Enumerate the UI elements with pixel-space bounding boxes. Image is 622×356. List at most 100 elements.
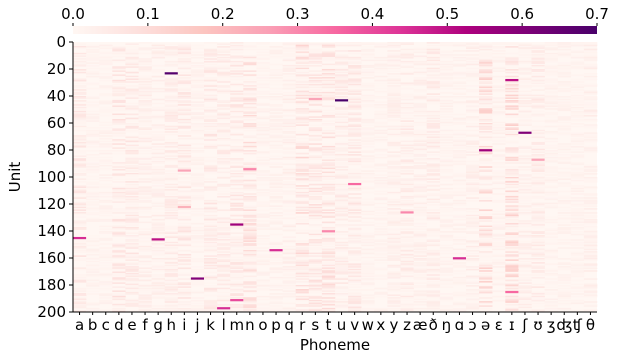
heatmap-cell: [151, 221, 165, 224]
heatmap-cell: [151, 136, 165, 139]
heatmap-cell: [243, 63, 257, 66]
heatmap-cell: [204, 51, 218, 54]
heatmap-cell: [479, 276, 493, 279]
heatmap-cell: [204, 278, 218, 280]
heatmap-cell: [479, 264, 493, 267]
heatmap-cell: [531, 299, 545, 302]
heatmap-cell: [282, 272, 296, 275]
heatmap-cell: [204, 271, 218, 274]
heatmap-cell: [374, 233, 388, 236]
heatmap-cell: [335, 217, 349, 220]
heatmap-cell: [479, 233, 493, 236]
heatmap-cell: [531, 154, 545, 156]
heatmap-cell: [570, 94, 585, 97]
heatmap-cell: [256, 58, 270, 60]
heatmap-cell: [348, 212, 362, 214]
heatmap-cell: [387, 221, 401, 224]
heatmap-cell: [125, 226, 139, 229]
heatmap-cell: [361, 241, 375, 244]
heatmap-cell: [492, 244, 506, 247]
heatmap-cell: [570, 168, 585, 171]
heatmap-cell: [125, 117, 139, 120]
heatmap-cell: [452, 81, 467, 83]
heatmap-cell: [439, 75, 454, 78]
heatmap-cell: [112, 218, 126, 221]
heatmap-cell: [308, 109, 323, 112]
heatmap-cell: [361, 100, 375, 102]
heatmap-cell: [138, 248, 152, 251]
heatmap-cell: [583, 90, 598, 93]
heatmap-cell: [164, 279, 179, 282]
heatmap-cell: [531, 132, 545, 135]
heatmap-cell: [204, 63, 218, 66]
heatmap-cell: [452, 263, 467, 266]
heatmap-cell: [400, 199, 414, 202]
heatmap-cell: [230, 290, 244, 293]
heatmap-cell: [335, 125, 349, 128]
heatmap-cell: [400, 236, 414, 239]
heatmap-cell: [583, 278, 598, 280]
heatmap-cell: [413, 245, 427, 248]
heatmap-cell: [243, 206, 257, 209]
heatmap-cell: [557, 174, 572, 176]
heatmap-cell: [269, 120, 283, 122]
heatmap-cell: [439, 210, 454, 213]
heatmap-cell: [426, 70, 441, 72]
heatmap-cell: [387, 294, 401, 297]
heatmap-cell: [177, 290, 192, 293]
heatmap-cell: [374, 135, 388, 137]
heatmap-cell: [256, 171, 270, 174]
heatmap-cell: [269, 155, 283, 158]
heatmap-cell: [479, 63, 493, 66]
heatmap-cell: [73, 244, 87, 247]
heatmap-cell: [269, 205, 283, 207]
heatmap-cell: [99, 208, 113, 210]
heatmap-cell: [112, 105, 126, 108]
heatmap-cell: [400, 183, 414, 186]
heatmap-cell: [505, 141, 519, 144]
colorbar-tick-label: 0.1: [136, 5, 160, 23]
heatmap-cell: [426, 79, 441, 82]
heatmap-cell: [73, 204, 87, 206]
heatmap-cell: [243, 86, 257, 89]
heatmap-cell: [269, 198, 283, 201]
heatmap-cell: [335, 258, 349, 260]
heatmap-cell: [138, 52, 152, 55]
heatmap-cell: [217, 48, 231, 51]
heatmap-cell: [230, 251, 244, 253]
heatmap-cell: [531, 168, 545, 171]
heatmap-cell: [452, 121, 467, 124]
heatmap-cell: [99, 51, 113, 54]
heatmap-cell: [256, 287, 270, 290]
heatmap-cell: [439, 214, 454, 217]
heatmap-cell: [112, 274, 126, 276]
heatmap-cell: [295, 105, 310, 108]
heatmap-cell: [387, 170, 401, 172]
heatmap-cell: [452, 229, 467, 232]
heatmap-cell: [190, 86, 205, 89]
heatmap-cell: [151, 285, 165, 287]
heatmap-cell: [282, 147, 296, 149]
heatmap-cell: [295, 170, 310, 172]
heatmap-cell: [190, 160, 205, 163]
heatmap-cell: [479, 235, 493, 237]
heatmap-cell: [348, 213, 362, 216]
heatmap-cell: [518, 155, 532, 158]
heatmap-cell: [387, 204, 401, 206]
heatmap-cell: [243, 310, 257, 313]
heatmap-cell: [125, 60, 139, 63]
heatmap-cell: [570, 309, 585, 311]
heatmap-cell: [112, 152, 126, 155]
heatmap-cell: [452, 272, 467, 275]
heatmap-cell: [164, 217, 179, 220]
heatmap-cell: [479, 90, 493, 93]
heatmap-cell: [138, 132, 152, 135]
heatmap-cell: [99, 55, 113, 58]
heatmap-cell: [125, 144, 139, 147]
heatmap-cell: [151, 226, 165, 229]
heatmap-cell: [177, 144, 192, 147]
heatmap-cell: [99, 201, 113, 203]
heatmap-cell: [413, 147, 427, 149]
heatmap-cell: [466, 54, 480, 56]
heatmap-cell: [400, 217, 414, 220]
